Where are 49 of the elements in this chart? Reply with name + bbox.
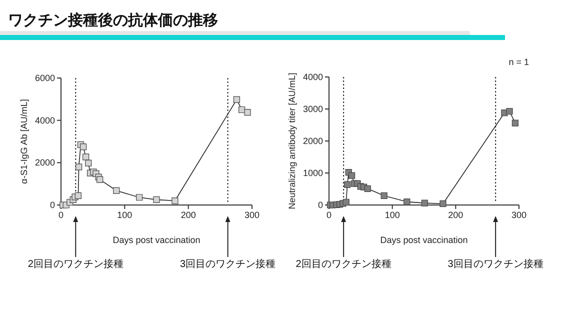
- point: [136, 194, 143, 201]
- x-axis-title: Days post vaccination: [380, 235, 468, 245]
- point: [506, 108, 513, 115]
- x-tick-label: 0: [58, 210, 64, 220]
- x-tick-label: 300: [244, 210, 260, 220]
- y-tick-label: 3000: [302, 104, 323, 114]
- y-tick-label: 0: [318, 200, 323, 210]
- point: [80, 143, 87, 150]
- x-axis-title: Days post vaccination: [112, 235, 200, 245]
- y-tick-label: 2000: [302, 136, 323, 146]
- point: [344, 181, 351, 188]
- point: [404, 198, 410, 206]
- point: [233, 96, 240, 103]
- point: [512, 120, 518, 126]
- point: [76, 164, 82, 170]
- ref-line-label: 3回目のワクチン接種: [448, 258, 544, 270]
- point: [342, 198, 350, 206]
- ref-line-label: 2回目のワクチン接種: [28, 258, 124, 270]
- point: [348, 172, 356, 179]
- ref-line-label: 2回目のワクチン接種: [296, 258, 392, 270]
- y-tick-label: 4000: [302, 72, 323, 82]
- point: [82, 154, 90, 160]
- point: [421, 200, 428, 206]
- point: [153, 196, 160, 204]
- point: [440, 200, 446, 208]
- point: [244, 108, 251, 116]
- y-tick-label: 4000: [34, 115, 55, 126]
- chart-title: ワクチン接種後の抗体価の推移: [8, 12, 218, 29]
- x-tick-label: 200: [180, 210, 196, 220]
- point: [380, 192, 388, 200]
- x-tick-label: 0: [326, 210, 332, 220]
- y-tick-label: 2000: [34, 158, 55, 168]
- y-axis-title: Neutralizing antibody titer [AU/mL]: [287, 72, 297, 210]
- y-tick-label: 1000: [302, 168, 323, 178]
- point: [113, 187, 120, 194]
- x-tick-label: 300: [511, 210, 527, 220]
- ref-line-label: 3回目のワクチン接種: [180, 258, 276, 270]
- y-axis-title: α-S1-IgG Ab [AU/mL]: [19, 99, 29, 184]
- x-tick-label: 100: [384, 210, 400, 220]
- y-tick-label: 6000: [34, 73, 55, 83]
- point: [364, 185, 371, 192]
- x-tick-label: 200: [448, 210, 464, 220]
- text: n = 1: [508, 57, 529, 67]
- y-tick-label: 0: [50, 200, 55, 210]
- x-tick-label: 100: [117, 210, 132, 220]
- point: [96, 176, 104, 183]
- point: [85, 160, 92, 166]
- point: [172, 197, 178, 204]
- point: [74, 192, 82, 199]
